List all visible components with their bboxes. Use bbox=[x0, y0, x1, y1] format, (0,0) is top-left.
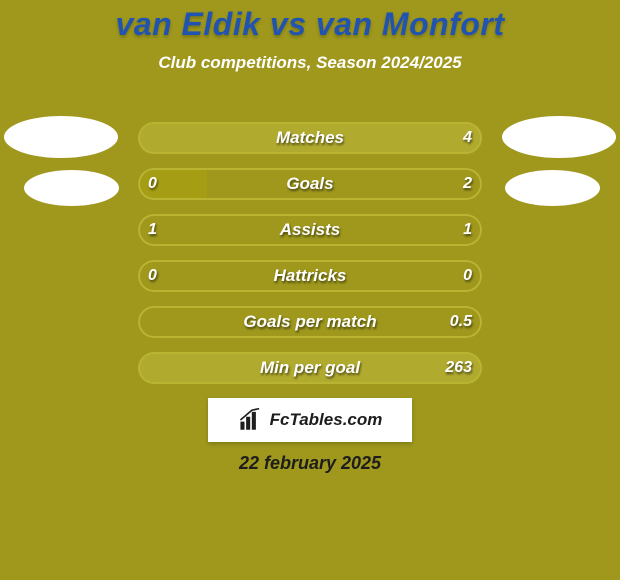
stat-row: Hattricks0 0 bbox=[138, 260, 482, 292]
stat-label: Matches bbox=[138, 122, 482, 154]
stat-row: Min per goal263 bbox=[138, 352, 482, 384]
logo-bars-icon bbox=[238, 407, 264, 433]
stat-label: Goals bbox=[138, 168, 482, 200]
left-teamlogo-placeholder bbox=[24, 170, 119, 206]
stat-label: Assists bbox=[138, 214, 482, 246]
left-value: 0 bbox=[148, 260, 157, 292]
right-value: 2 bbox=[463, 168, 472, 200]
stat-row: Assists1 1 bbox=[138, 214, 482, 246]
right-value: 0.5 bbox=[450, 306, 472, 338]
brand-text: FcTables.com bbox=[270, 410, 383, 430]
left-avatar-placeholder bbox=[4, 116, 118, 158]
stat-label: Min per goal bbox=[138, 352, 482, 384]
right-value: 0 bbox=[463, 260, 472, 292]
page-title: van Eldik vs van Monfort bbox=[0, 0, 620, 43]
left-value: 1 bbox=[148, 214, 157, 246]
stat-label: Goals per match bbox=[138, 306, 482, 338]
stat-row: Goals0 2 bbox=[138, 168, 482, 200]
left-value: 0 bbox=[148, 168, 157, 200]
right-avatar-placeholder bbox=[502, 116, 616, 158]
date-label: 22 february 2025 bbox=[0, 453, 620, 474]
brand-badge: FcTables.com bbox=[208, 398, 412, 442]
right-value: 263 bbox=[445, 352, 472, 384]
right-value: 1 bbox=[463, 214, 472, 246]
stat-label: Hattricks bbox=[138, 260, 482, 292]
stat-row: Matches4 bbox=[138, 122, 482, 154]
right-value: 4 bbox=[463, 122, 472, 154]
stat-row: Goals per match0.5 bbox=[138, 306, 482, 338]
comparison-infographic: van Eldik vs van Monfort Club competitio… bbox=[0, 0, 620, 580]
comparison-bars: Matches4Goals02Assists11Hattricks00Goals… bbox=[138, 122, 482, 398]
right-teamlogo-placeholder bbox=[505, 170, 600, 206]
subtitle: Club competitions, Season 2024/2025 bbox=[0, 53, 620, 73]
